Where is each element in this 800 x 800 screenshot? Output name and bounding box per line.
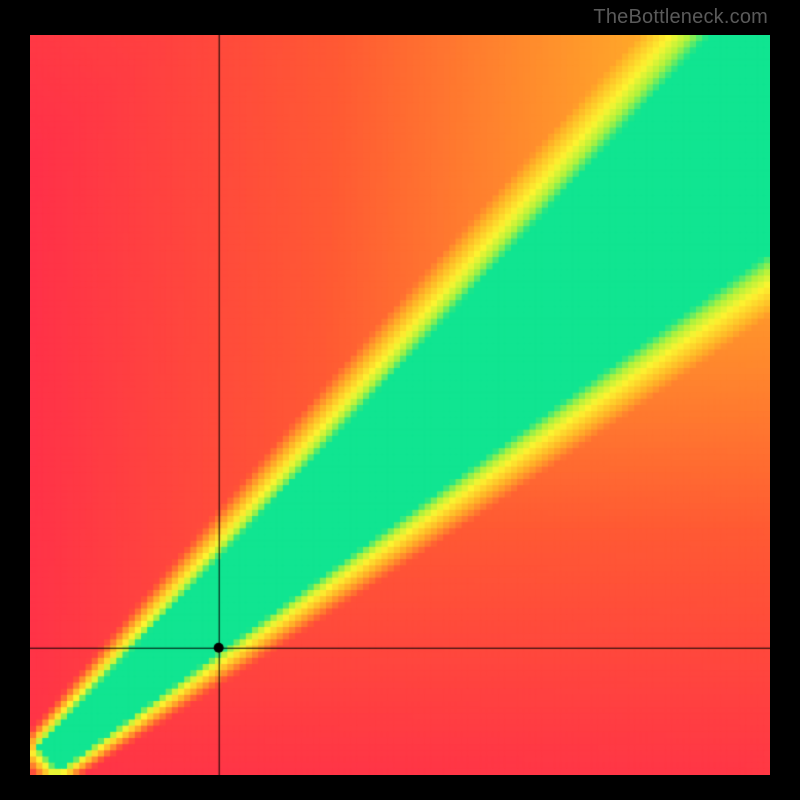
bottleneck-heatmap xyxy=(30,35,770,775)
chart-container: TheBottleneck.com xyxy=(0,0,800,800)
watermark-text: TheBottleneck.com xyxy=(593,6,768,29)
